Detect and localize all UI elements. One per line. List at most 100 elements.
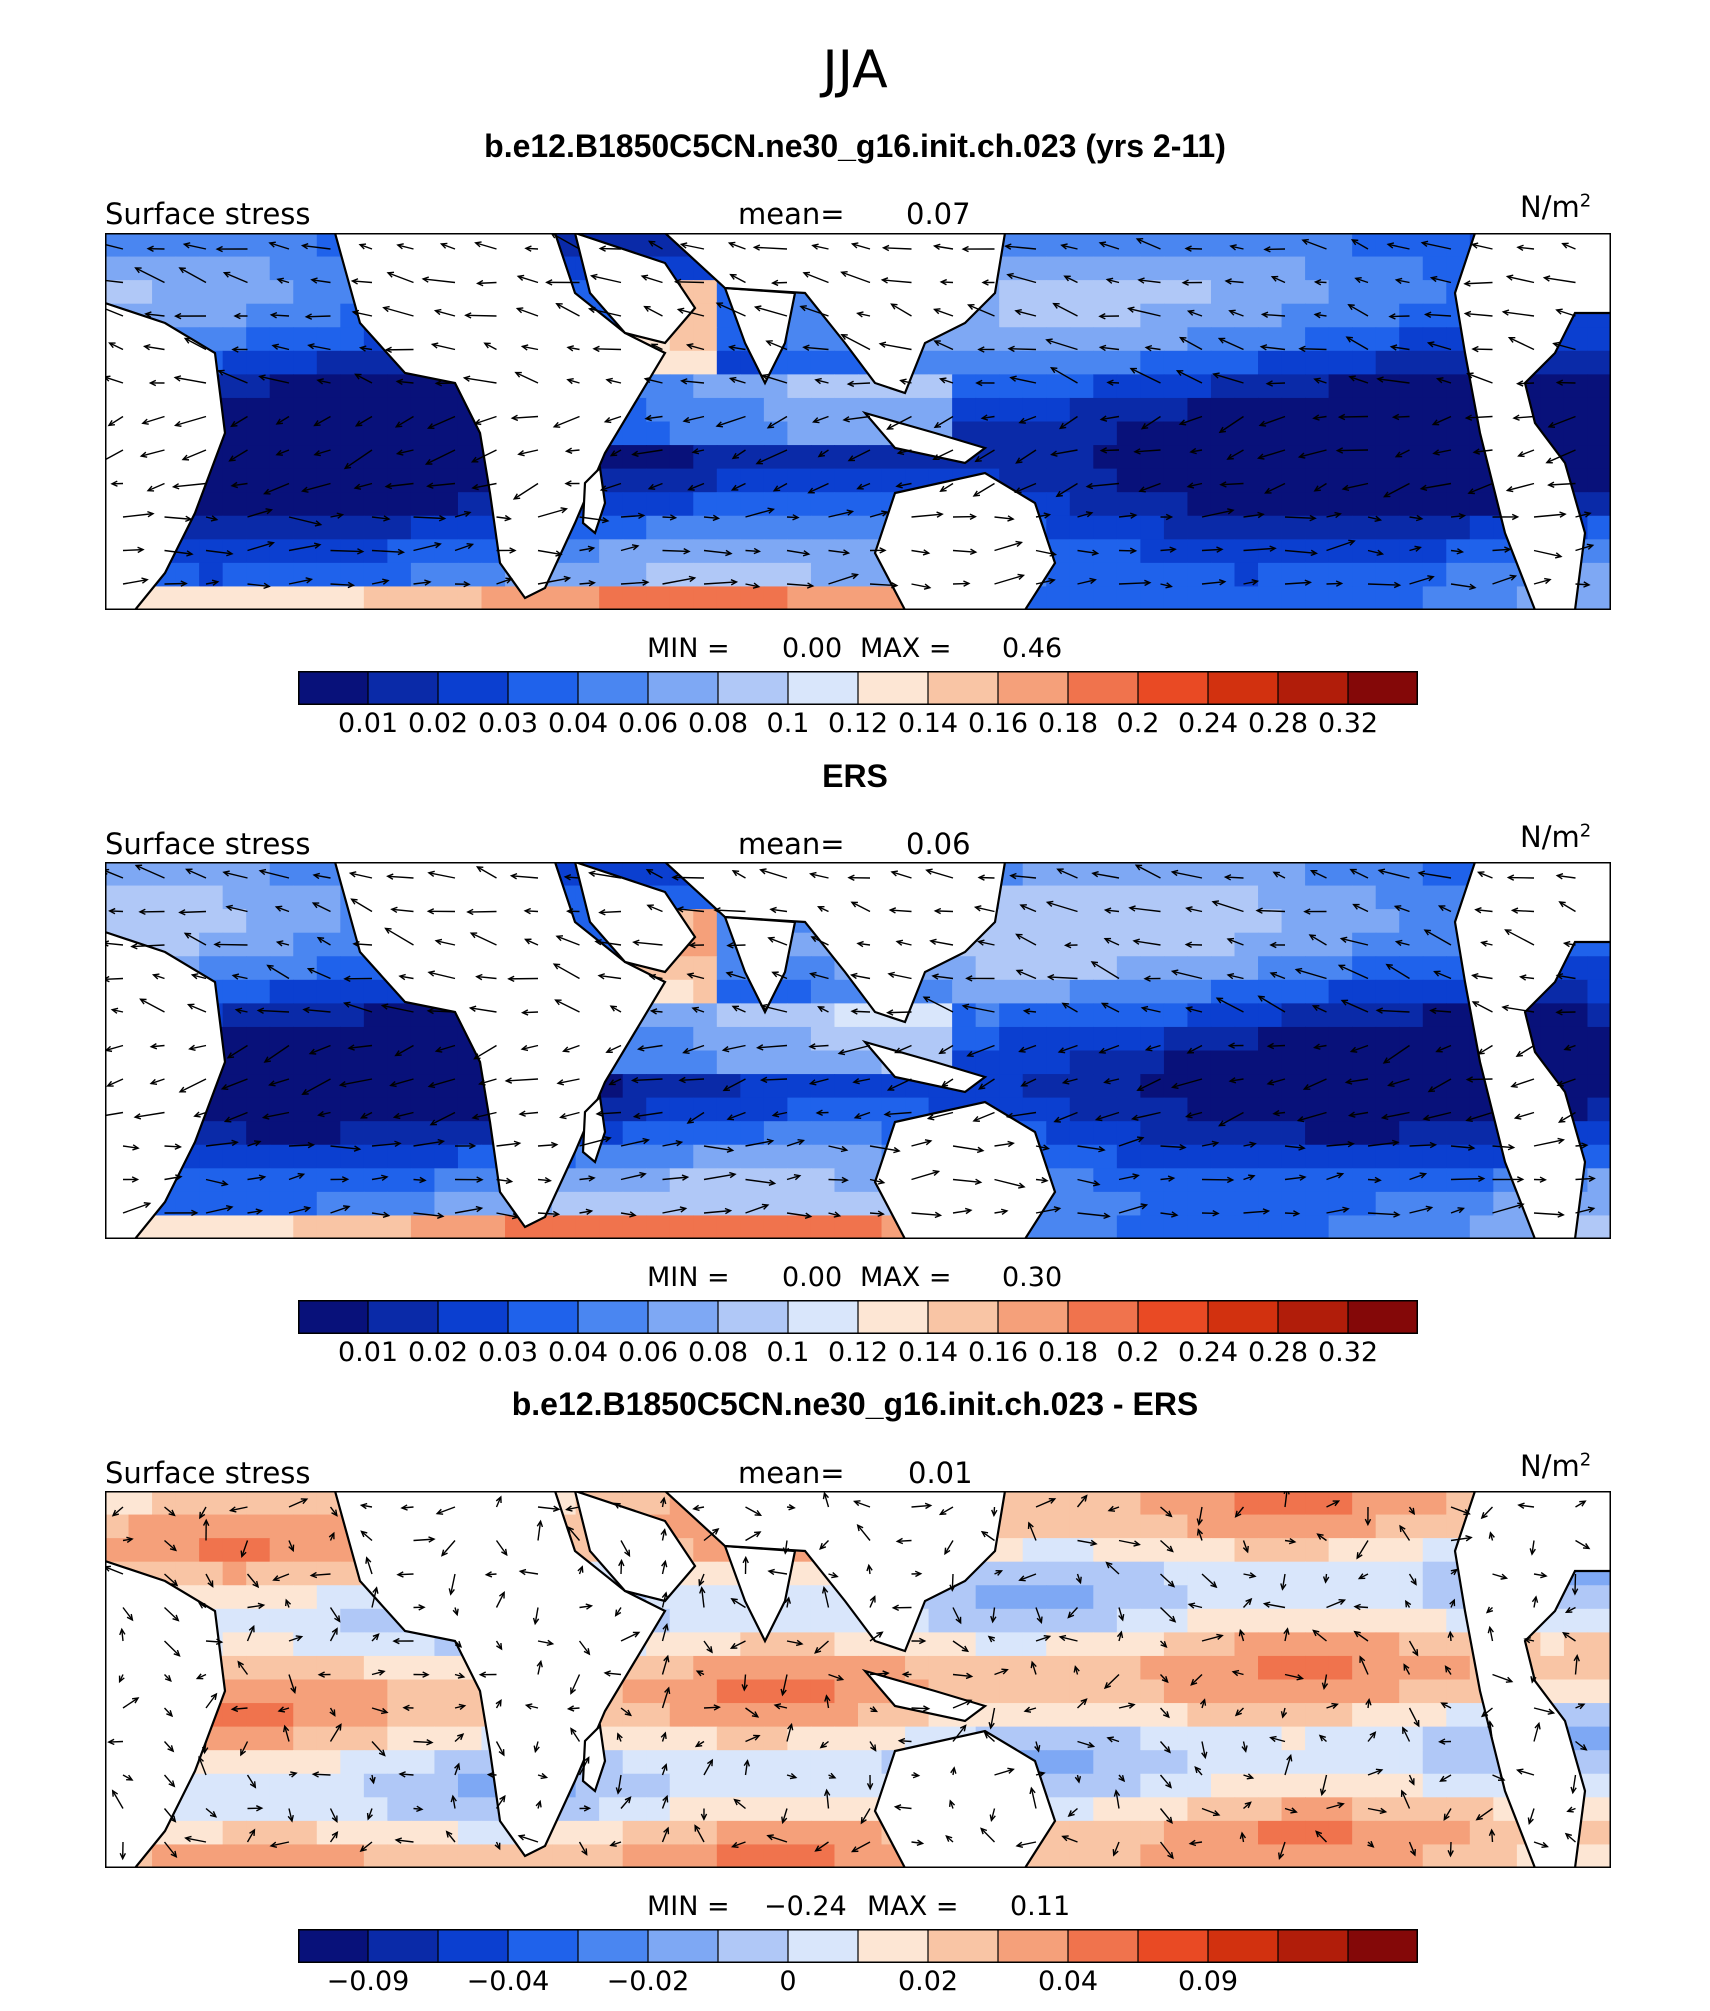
vector-arrow (383, 306, 414, 317)
vector-arrow (525, 938, 539, 946)
panel-2-units: N/m2 (1520, 820, 1592, 854)
vector-arrow (1271, 276, 1286, 284)
vector-arrow (981, 1531, 995, 1542)
vector-arrow (413, 1178, 426, 1182)
vector-arrow (105, 942, 124, 946)
vector-arrow (1099, 242, 1120, 250)
vector-arrow (1261, 346, 1286, 351)
vector-arrow (241, 1540, 249, 1557)
vector-arrow (745, 1531, 761, 1542)
vector-arrow (1092, 872, 1120, 879)
vector-arrow (1019, 415, 1037, 424)
vector-arrow (521, 1044, 539, 1050)
vector-arrow (1235, 1506, 1245, 1518)
vector-arrow (1129, 907, 1161, 913)
vector-arrow (371, 579, 389, 585)
panel-1-mean-label: mean= (738, 197, 845, 231)
vector-arrow (784, 1540, 788, 1554)
vector-arrow (1575, 544, 1593, 552)
vector-arrow (259, 870, 290, 879)
vector-arrow (1035, 1741, 1040, 1752)
vector-arrow (813, 415, 829, 423)
vector-arrow (1077, 1212, 1110, 1218)
vector-arrow (911, 1841, 923, 1845)
vector-arrow (745, 1506, 761, 1516)
vector-arrow (105, 1566, 124, 1575)
vector-arrow (122, 1774, 133, 1781)
vector-arrow (329, 1628, 338, 1642)
vector-arrow (1058, 1044, 1078, 1053)
vector-arrow (1264, 1603, 1286, 1609)
vector-arrow (112, 1008, 124, 1013)
vector-arrow (786, 1139, 804, 1147)
vector-arrow (164, 1175, 182, 1181)
colorbar-tick-label: 0.03 (477, 708, 539, 739)
colorbar-tick-label: 0.02 (407, 1337, 469, 1368)
vector-arrow (259, 375, 290, 384)
vector-arrow (1160, 1606, 1176, 1623)
vector-arrow (1467, 1078, 1493, 1081)
vector-arrow (344, 449, 373, 469)
coastline (663, 233, 1007, 395)
vector-arrow (496, 516, 511, 520)
vector-arrow (1557, 974, 1576, 980)
vector-arrow (952, 1640, 969, 1652)
map-frame (105, 233, 1611, 610)
vector-arrow (1431, 277, 1452, 284)
vector-arrow (1007, 273, 1037, 284)
panel-1-units: N/m2 (1520, 190, 1592, 224)
vector-arrow (1367, 583, 1400, 586)
colorbar-swatch (1348, 1929, 1418, 1963)
vector-arrow (247, 1604, 264, 1609)
colorbar-tick-label: 0.02 (407, 708, 469, 739)
vector-arrow (1197, 1529, 1203, 1541)
vector-arrow (1562, 242, 1576, 250)
vector-arrow (687, 1111, 705, 1124)
vector-arrow (1544, 277, 1576, 284)
vector-arrow (135, 267, 165, 284)
vector-arrow (1186, 1111, 1203, 1118)
vector-arrow (1450, 1177, 1484, 1181)
vector-arrow (1528, 1808, 1535, 1824)
vector-arrow (465, 314, 497, 317)
vector-arrow (828, 1212, 840, 1217)
vector-arrow (1315, 281, 1327, 284)
colorbar-tick-label: 0.04 (1037, 1966, 1099, 1997)
vector-arrow (1409, 576, 1434, 585)
vector-arrow (579, 516, 608, 522)
vector-arrow (578, 1841, 588, 1855)
vector-arrow (1326, 1173, 1343, 1181)
vector-arrow (1575, 1740, 1587, 1751)
vector-arrow (1465, 312, 1493, 317)
vector-arrow (267, 964, 290, 980)
vector-arrow (150, 1078, 165, 1085)
vector-arrow (397, 380, 414, 384)
vector-arrow (1005, 245, 1037, 250)
vector-arrow (1513, 415, 1535, 419)
vector-arrow (399, 975, 414, 980)
vector-arrow (1268, 1044, 1286, 1047)
vector-arrow (1257, 909, 1286, 913)
vector-arrow (1353, 903, 1369, 913)
colorbar-tick-label: 0.02 (897, 1966, 959, 1997)
vector-arrow (1201, 1741, 1206, 1758)
vector-arrow (1428, 1078, 1452, 1093)
vector-arrow (1194, 1766, 1203, 1776)
vector-arrow (786, 1175, 801, 1181)
vector-arrow (1159, 1841, 1174, 1859)
vector-arrow (1409, 516, 1422, 520)
vector-arrow (814, 1640, 829, 1654)
vector-arrow (1242, 1598, 1252, 1608)
vector-arrow (809, 1044, 829, 1048)
vector-arrow (803, 346, 829, 351)
vector-arrow (1130, 367, 1161, 384)
vector-arrow (348, 1044, 373, 1049)
vector-arrow (1409, 1206, 1432, 1214)
panel-2-min-value: 0.00 (782, 1262, 843, 1293)
vector-arrow (786, 1724, 793, 1742)
vector-arrow (703, 1706, 720, 1709)
vector-arrow (928, 1111, 954, 1120)
vector-arrow (1201, 1807, 1220, 1816)
vector-arrow (1035, 513, 1050, 518)
vector-arrow (1358, 1573, 1369, 1580)
